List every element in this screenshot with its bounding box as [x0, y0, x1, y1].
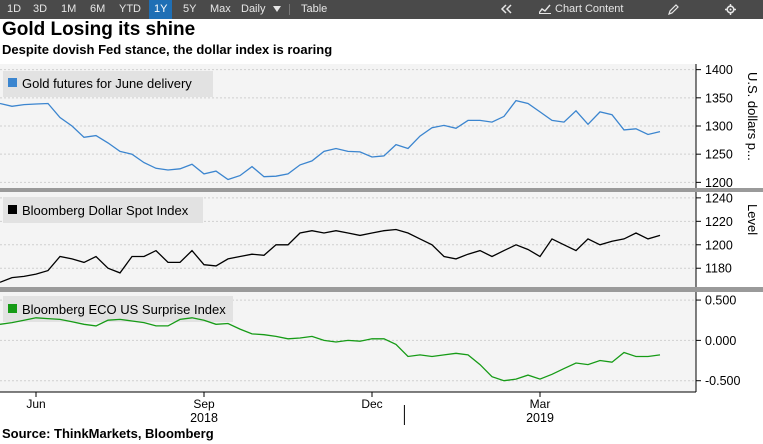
- settings-button[interactable]: [725, 0, 736, 19]
- eco-legend[interactable]: Bloomberg ECO US Surprise Index: [3, 296, 233, 322]
- dollar-legend[interactable]: Bloomberg Dollar Spot Index: [3, 197, 203, 223]
- gold-legend[interactable]: Gold futures for June delivery: [3, 71, 213, 97]
- dollar-y-ticks: 1180 1200 1220 1240: [696, 191, 733, 276]
- x-tick-label: Jun: [26, 397, 45, 411]
- eco-y-ticks: 0.500 0.000 -0.500: [696, 294, 740, 388]
- eco-series-line: [0, 317, 661, 382]
- dollar-series-line: [0, 228, 661, 283]
- source-note: Source: ThinkMarkets, Bloomberg: [2, 426, 214, 441]
- range-6m-button[interactable]: 6M: [90, 3, 106, 15]
- dollar-legend-box: [3, 197, 203, 223]
- x-tick-label: Mar: [530, 397, 551, 411]
- table-button[interactable]: Table: [301, 3, 328, 15]
- gold-y-tick-label: 1250: [705, 148, 733, 162]
- x-year-label: 2018: [190, 411, 218, 425]
- gold-y-tick-label: 1300: [705, 120, 733, 134]
- x-axis: Jun Sep Dec Mar 2018 2019: [26, 392, 554, 425]
- eco-legend-label: Bloomberg ECO US Surprise Index: [22, 302, 226, 317]
- range-3d-button[interactable]: 3D: [33, 3, 48, 15]
- panel-divider[interactable]: [0, 188, 763, 192]
- range-1m-button[interactable]: 1M: [61, 3, 77, 15]
- dollar-y-tick-label: 1200: [705, 238, 733, 252]
- edit-button[interactable]: [668, 0, 679, 19]
- gold-series-line: [0, 99, 661, 181]
- chart-icon: [538, 4, 551, 15]
- range-ytd-button[interactable]: YTD: [119, 3, 141, 15]
- range-1d-button[interactable]: 1D: [7, 3, 22, 15]
- toolbar-divider: [289, 4, 290, 15]
- dollar-y-tick-label: 1240: [705, 191, 733, 205]
- eco-y-tick-label: 0.500: [705, 294, 736, 308]
- frequency-label: Daily: [241, 3, 266, 15]
- collapse-button[interactable]: [500, 0, 512, 19]
- dollar-y-axis-label: Level: [745, 204, 760, 235]
- gold-gridlines: [0, 69, 696, 183]
- chart-title: Gold Losing its shine: [2, 19, 196, 40]
- gold-y-tick-label: 1400: [705, 63, 733, 77]
- frequency-select[interactable]: Daily: [241, 0, 281, 19]
- gold-legend-box: [3, 71, 213, 97]
- eco-y-tick-label: 0.000: [705, 334, 736, 348]
- eco-y-tick-label: -0.500: [705, 374, 740, 388]
- dollar-legend-label: Bloomberg Dollar Spot Index: [22, 203, 189, 218]
- x-tick-label: Sep: [193, 397, 215, 411]
- x-year-label: 2019: [526, 411, 554, 425]
- toolbar: 1D 3D 1M 6M YTD 1Y 5Y Max Daily Table Ch…: [0, 0, 763, 19]
- gold-y-tick-label: 1200: [705, 176, 733, 190]
- panel-divider[interactable]: [0, 287, 763, 292]
- chart-content-label: Chart Content: [555, 3, 624, 15]
- pencil-icon: [668, 3, 679, 15]
- range-5y-button[interactable]: 5Y: [183, 3, 197, 15]
- double-chevron-left-icon: [500, 4, 512, 14]
- dollar-y-tick-label: 1180: [705, 262, 732, 276]
- gold-legend-swatch: [8, 78, 17, 87]
- dollar-legend-swatch: [8, 205, 17, 214]
- chart-content-button[interactable]: Chart Content: [538, 0, 624, 19]
- range-1y-button[interactable]: 1Y: [149, 0, 173, 19]
- gear-icon: [725, 3, 736, 15]
- chart-subtitle: Despite dovish Fed stance, the dollar in…: [2, 42, 333, 57]
- gold-y-tick-label: 1350: [705, 91, 733, 105]
- range-max-button[interactable]: Max: [210, 3, 231, 15]
- gold-y-ticks: 1200 1250 1300 1350 1400: [696, 63, 733, 190]
- x-tick-label: Dec: [361, 397, 382, 411]
- gold-y-axis-label: U.S. dollars p...: [745, 72, 760, 161]
- eco-legend-swatch: [8, 304, 17, 313]
- dollar-y-tick-label: 1220: [705, 215, 733, 229]
- caret-down-icon: [272, 6, 281, 13]
- gold-legend-label: Gold futures for June delivery: [22, 76, 192, 91]
